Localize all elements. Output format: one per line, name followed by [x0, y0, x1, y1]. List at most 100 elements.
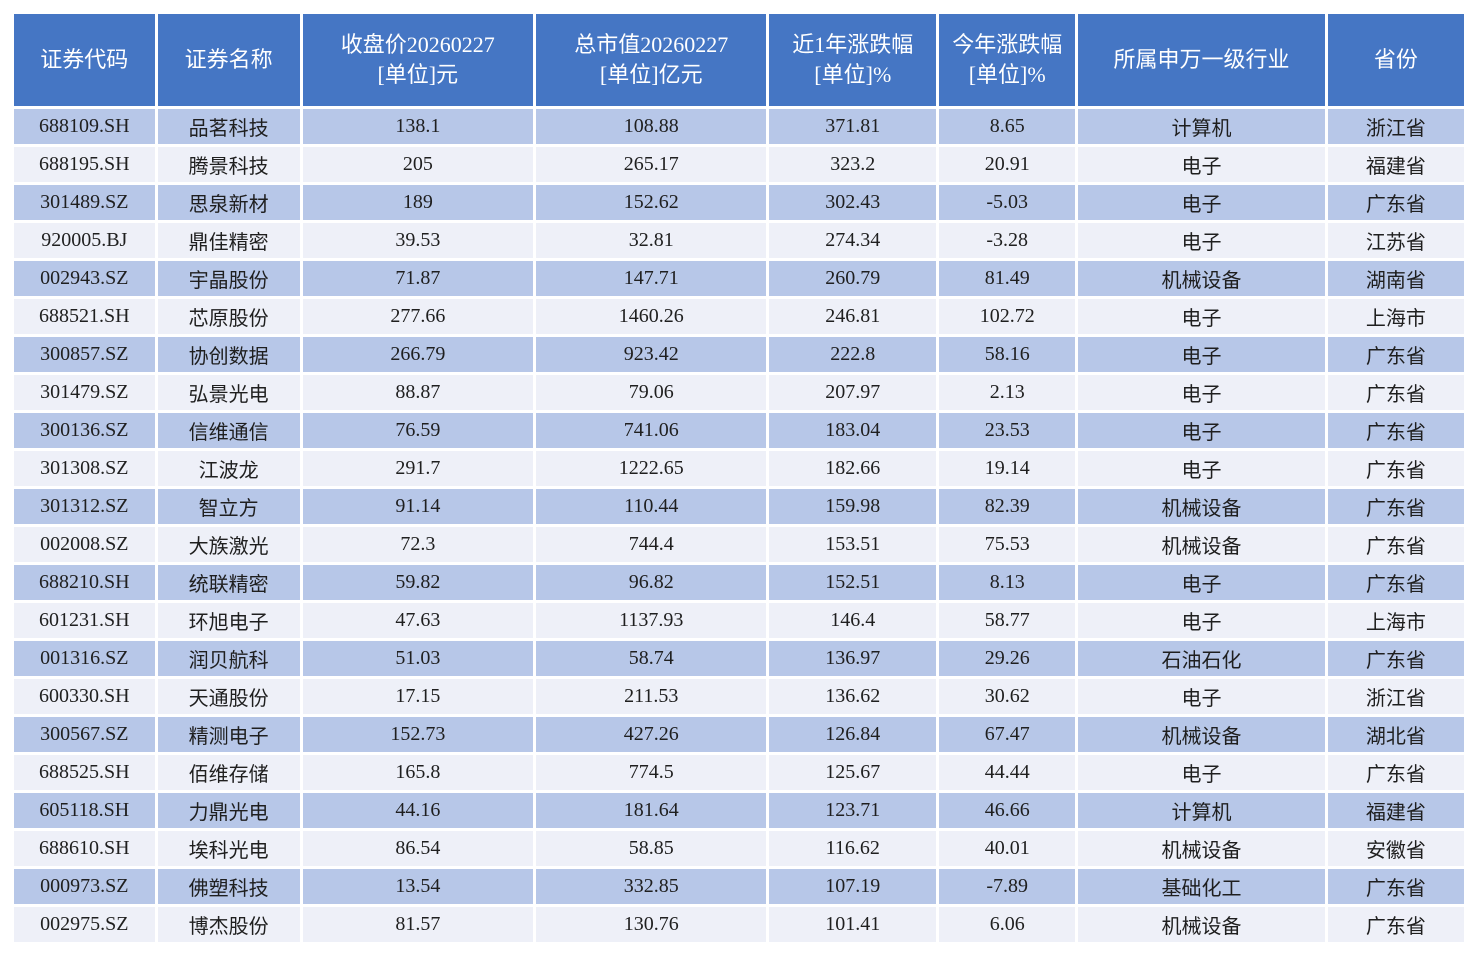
table-cell: 福建省 — [1327, 147, 1464, 182]
table-row: 301308.SZ 江波龙 291.7 1222.65 182.66 19.14 电子 广东省 — [14, 451, 1464, 486]
table-cell: 机械设备 — [1078, 907, 1325, 942]
table-header: 证券代码 证券名称 收盘价20260227 [单位]元 总市值20260227 [单位… — [14, 14, 1464, 106]
table-cell: 大族激光 — [157, 527, 300, 562]
table-row: 301312.SZ 智立方 91.14 110.44 159.98 82.39 机械设备 广东… — [14, 489, 1464, 524]
table-cell: 67.47 — [939, 717, 1076, 752]
table-cell: 302.43 — [769, 185, 937, 220]
table-row: 000973.SZ 佛塑科技 13.54 332.85 107.19 -7.89 基础化工广… — [14, 869, 1464, 904]
table-cell: 600330.SH — [14, 679, 155, 714]
table-cell: 58.85 — [536, 831, 767, 866]
table-cell: 152.73 — [302, 717, 534, 752]
column-header-3: 总市值20260227 [单位]亿元 — [536, 14, 767, 106]
table-cell: 301308.SZ — [14, 451, 155, 486]
table-cell: 19.14 — [939, 451, 1076, 486]
table-cell: 189 — [302, 185, 534, 220]
table-cell: 电子 — [1078, 147, 1325, 182]
table-cell: 广东省 — [1327, 489, 1464, 524]
table-cell: 电子 — [1078, 337, 1325, 372]
table-cell: 76.59 — [302, 413, 534, 448]
table-cell: 博杰股份 — [157, 907, 300, 942]
table-row: 688109.SH 品茗科技 138.1 108.88 371.81 8.65 计算机 浙江省 — [14, 109, 1464, 144]
table-cell: 000973.SZ — [14, 869, 155, 904]
table-cell: 广东省 — [1327, 451, 1464, 486]
table-cell: 266.79 — [302, 337, 534, 372]
table-cell: 86.54 — [302, 831, 534, 866]
table-cell: 润贝航科 — [157, 641, 300, 676]
table-cell: 广东省 — [1327, 869, 1464, 904]
table-cell: 芯原股份 — [157, 299, 300, 334]
table-cell: 153.51 — [769, 527, 937, 562]
table-cell: 688109.SH — [14, 109, 155, 144]
column-header-4: 近1年涨跌幅 [单位]% — [769, 14, 937, 106]
table-cell: 207.97 — [769, 375, 937, 410]
table-cell: 605118.SH — [14, 793, 155, 828]
table-cell: 82.39 — [939, 489, 1076, 524]
table-cell: 鼎佳精密 — [157, 223, 300, 258]
table-cell: 湖北省 — [1327, 717, 1464, 752]
table-cell: 923.42 — [536, 337, 767, 372]
table-cell: 116.62 — [769, 831, 937, 866]
table-cell: 30.62 — [939, 679, 1076, 714]
table-cell: 182.66 — [769, 451, 937, 486]
table-cell: 300136.SZ — [14, 413, 155, 448]
table-cell: 301489.SZ — [14, 185, 155, 220]
column-header-5: 今年涨跌幅 [单位]% — [939, 14, 1076, 106]
table-cell: 协创数据 — [157, 337, 300, 372]
table-cell: 165.8 — [302, 755, 534, 790]
table-cell: -5.03 — [939, 185, 1076, 220]
table-cell: 211.53 — [536, 679, 767, 714]
table-cell: 274.34 — [769, 223, 937, 258]
table-cell: 136.97 — [769, 641, 937, 676]
table-row: 601231.SH 环旭电子 47.63 1137.93 146.4 58.77 电子 上海市 — [14, 603, 1464, 638]
table-cell: 2.13 — [939, 375, 1076, 410]
table-cell: 152.51 — [769, 565, 937, 600]
table-cell: 机械设备 — [1078, 261, 1325, 296]
table-cell: 79.06 — [536, 375, 767, 410]
table-cell: 91.14 — [302, 489, 534, 524]
table-cell: 427.26 — [536, 717, 767, 752]
table-cell: 44.16 — [302, 793, 534, 828]
table-row: 600330.SH 天通股份 17.15 211.53 136.62 30.62 电子 浙江省 — [14, 679, 1464, 714]
table-row: 300136.SZ 信维通信 76.59 741.06 183.04 23.53 电子 广东省 — [14, 413, 1464, 448]
table-cell: 147.71 — [536, 261, 767, 296]
table-cell: 688525.SH — [14, 755, 155, 790]
table-cell: 8.65 — [939, 109, 1076, 144]
table-cell: 1137.93 — [536, 603, 767, 638]
table-cell: 46.66 — [939, 793, 1076, 828]
table-cell: 电子 — [1078, 603, 1325, 638]
table-cell: 湖南省 — [1327, 261, 1464, 296]
table-cell: 广东省 — [1327, 527, 1464, 562]
table-cell: 123.71 — [769, 793, 937, 828]
table-cell: 181.64 — [536, 793, 767, 828]
table-cell: 58.77 — [939, 603, 1076, 638]
table-cell: 136.62 — [769, 679, 937, 714]
table-cell: 44.44 — [939, 755, 1076, 790]
table-cell: 47.63 — [302, 603, 534, 638]
column-header-2: 收盘价20260227 [单位]元 — [302, 14, 534, 106]
table-cell: 146.4 — [769, 603, 937, 638]
table-cell: 8.13 — [939, 565, 1076, 600]
table-cell: 159.98 — [769, 489, 937, 524]
table-cell: 电子 — [1078, 299, 1325, 334]
table-cell: 323.2 — [769, 147, 937, 182]
table-row: 688210.SH 统联精密 59.82 96.82 152.51 8.13 电子 广东省 — [14, 565, 1464, 600]
table-row: 300857.SZ 协创数据 266.79 923.42 222.8 58.16 电子 广东省 — [14, 337, 1464, 372]
table-cell: 电子 — [1078, 451, 1325, 486]
table-cell: 126.84 — [769, 717, 937, 752]
table-cell: 品茗科技 — [157, 109, 300, 144]
table-cell: 58.74 — [536, 641, 767, 676]
column-header-6: 所属申万一级行业 — [1078, 14, 1325, 106]
column-header-0: 证券代码 — [14, 14, 155, 106]
table-cell: 688195.SH — [14, 147, 155, 182]
table-cell: 301479.SZ — [14, 375, 155, 410]
table-row: 920005.BJ 鼎佳精密 39.53 32.81 274.34 -3.28 电子 江苏省 — [14, 223, 1464, 258]
table-cell: 电子 — [1078, 755, 1325, 790]
table-row: 300567.SZ 精测电子 152.73 427.26 126.84 67.47 机械设备… — [14, 717, 1464, 752]
table-cell: 电子 — [1078, 565, 1325, 600]
table-cell: 001316.SZ — [14, 641, 155, 676]
table-cell: 江波龙 — [157, 451, 300, 486]
table-cell: 222.8 — [769, 337, 937, 372]
table-cell: 浙江省 — [1327, 679, 1464, 714]
table-cell: 计算机 — [1078, 109, 1325, 144]
